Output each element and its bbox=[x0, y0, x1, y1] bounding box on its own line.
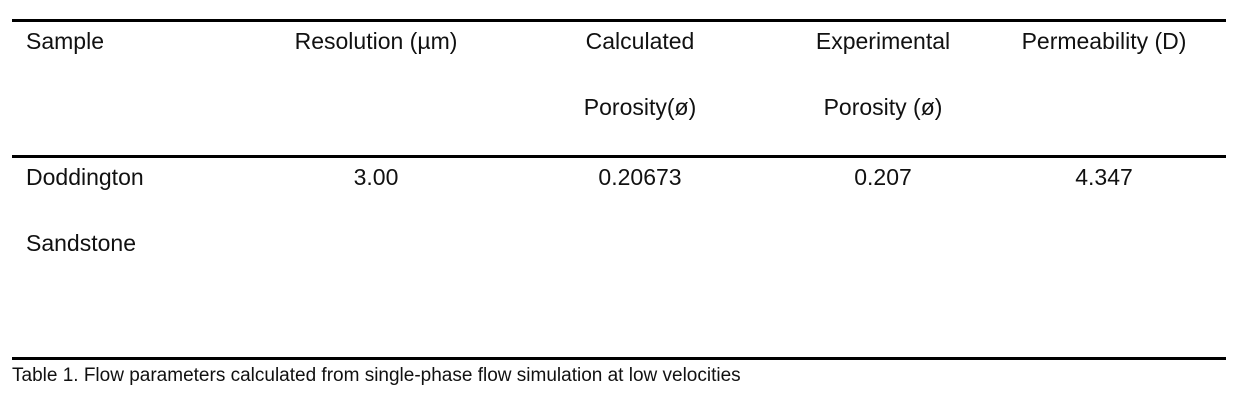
table-cell: 0.20673 bbox=[598, 164, 682, 190]
header-cell: Experimental bbox=[815, 28, 951, 54]
header-rule bbox=[12, 155, 1226, 158]
table-cell: Sandstone bbox=[26, 230, 136, 256]
header-cell: Calculated bbox=[585, 28, 695, 54]
table-cell: Doddington bbox=[26, 164, 144, 190]
table-cell: 4.347 bbox=[1075, 164, 1133, 190]
header-cell: Resolution (µm) bbox=[294, 28, 458, 54]
table-cell: 3.00 bbox=[353, 164, 399, 190]
header-cell: Porosity (ø) bbox=[823, 94, 943, 120]
header-cell: Permeability (D) bbox=[1021, 28, 1187, 54]
header-cell: Porosity(ø) bbox=[583, 94, 697, 120]
top-rule bbox=[12, 19, 1226, 22]
bottom-rule bbox=[12, 357, 1226, 360]
caption: Table 1. Flow parameters calculated from… bbox=[12, 365, 741, 386]
table-cell: 0.207 bbox=[854, 164, 912, 190]
header-cell: Sample bbox=[26, 28, 104, 54]
